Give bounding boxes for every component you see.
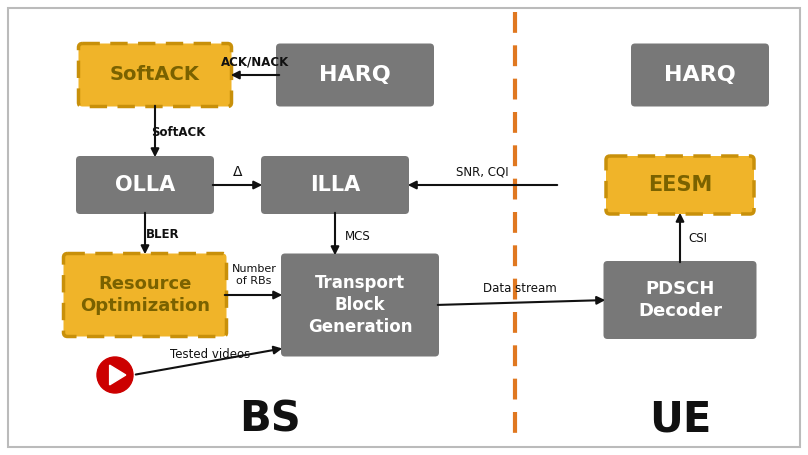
Text: BLER: BLER bbox=[146, 228, 180, 241]
Text: Number
of RBs: Number of RBs bbox=[232, 264, 276, 286]
Text: SoftACK: SoftACK bbox=[110, 66, 200, 85]
Text: Tested videos: Tested videos bbox=[170, 349, 250, 362]
Text: EESM: EESM bbox=[648, 175, 712, 195]
FancyBboxPatch shape bbox=[261, 156, 409, 214]
FancyBboxPatch shape bbox=[631, 44, 769, 106]
Text: SNR, CQI: SNR, CQI bbox=[456, 166, 508, 178]
FancyBboxPatch shape bbox=[606, 156, 754, 214]
Text: HARQ: HARQ bbox=[664, 65, 736, 85]
FancyBboxPatch shape bbox=[604, 261, 756, 339]
Text: UE: UE bbox=[649, 399, 711, 441]
Text: MCS: MCS bbox=[345, 231, 371, 243]
Circle shape bbox=[97, 357, 133, 393]
Text: Transport
Block
Generation: Transport Block Generation bbox=[308, 274, 412, 336]
Text: Δ: Δ bbox=[234, 165, 242, 179]
Text: ILLA: ILLA bbox=[310, 175, 360, 195]
Text: SoftACK: SoftACK bbox=[151, 126, 205, 138]
FancyBboxPatch shape bbox=[276, 44, 434, 106]
Text: PDSCH
Decoder: PDSCH Decoder bbox=[638, 280, 722, 320]
Text: ACK/NACK: ACK/NACK bbox=[221, 56, 289, 69]
Text: HARQ: HARQ bbox=[319, 65, 391, 85]
Polygon shape bbox=[110, 365, 126, 385]
FancyBboxPatch shape bbox=[64, 253, 226, 337]
Text: OLLA: OLLA bbox=[115, 175, 175, 195]
Text: Resource
Optimization: Resource Optimization bbox=[80, 275, 210, 315]
Text: CSI: CSI bbox=[688, 232, 708, 244]
Text: BS: BS bbox=[239, 399, 301, 441]
FancyBboxPatch shape bbox=[78, 44, 232, 106]
FancyBboxPatch shape bbox=[76, 156, 214, 214]
FancyBboxPatch shape bbox=[281, 253, 439, 357]
Text: Data stream: Data stream bbox=[483, 282, 557, 294]
